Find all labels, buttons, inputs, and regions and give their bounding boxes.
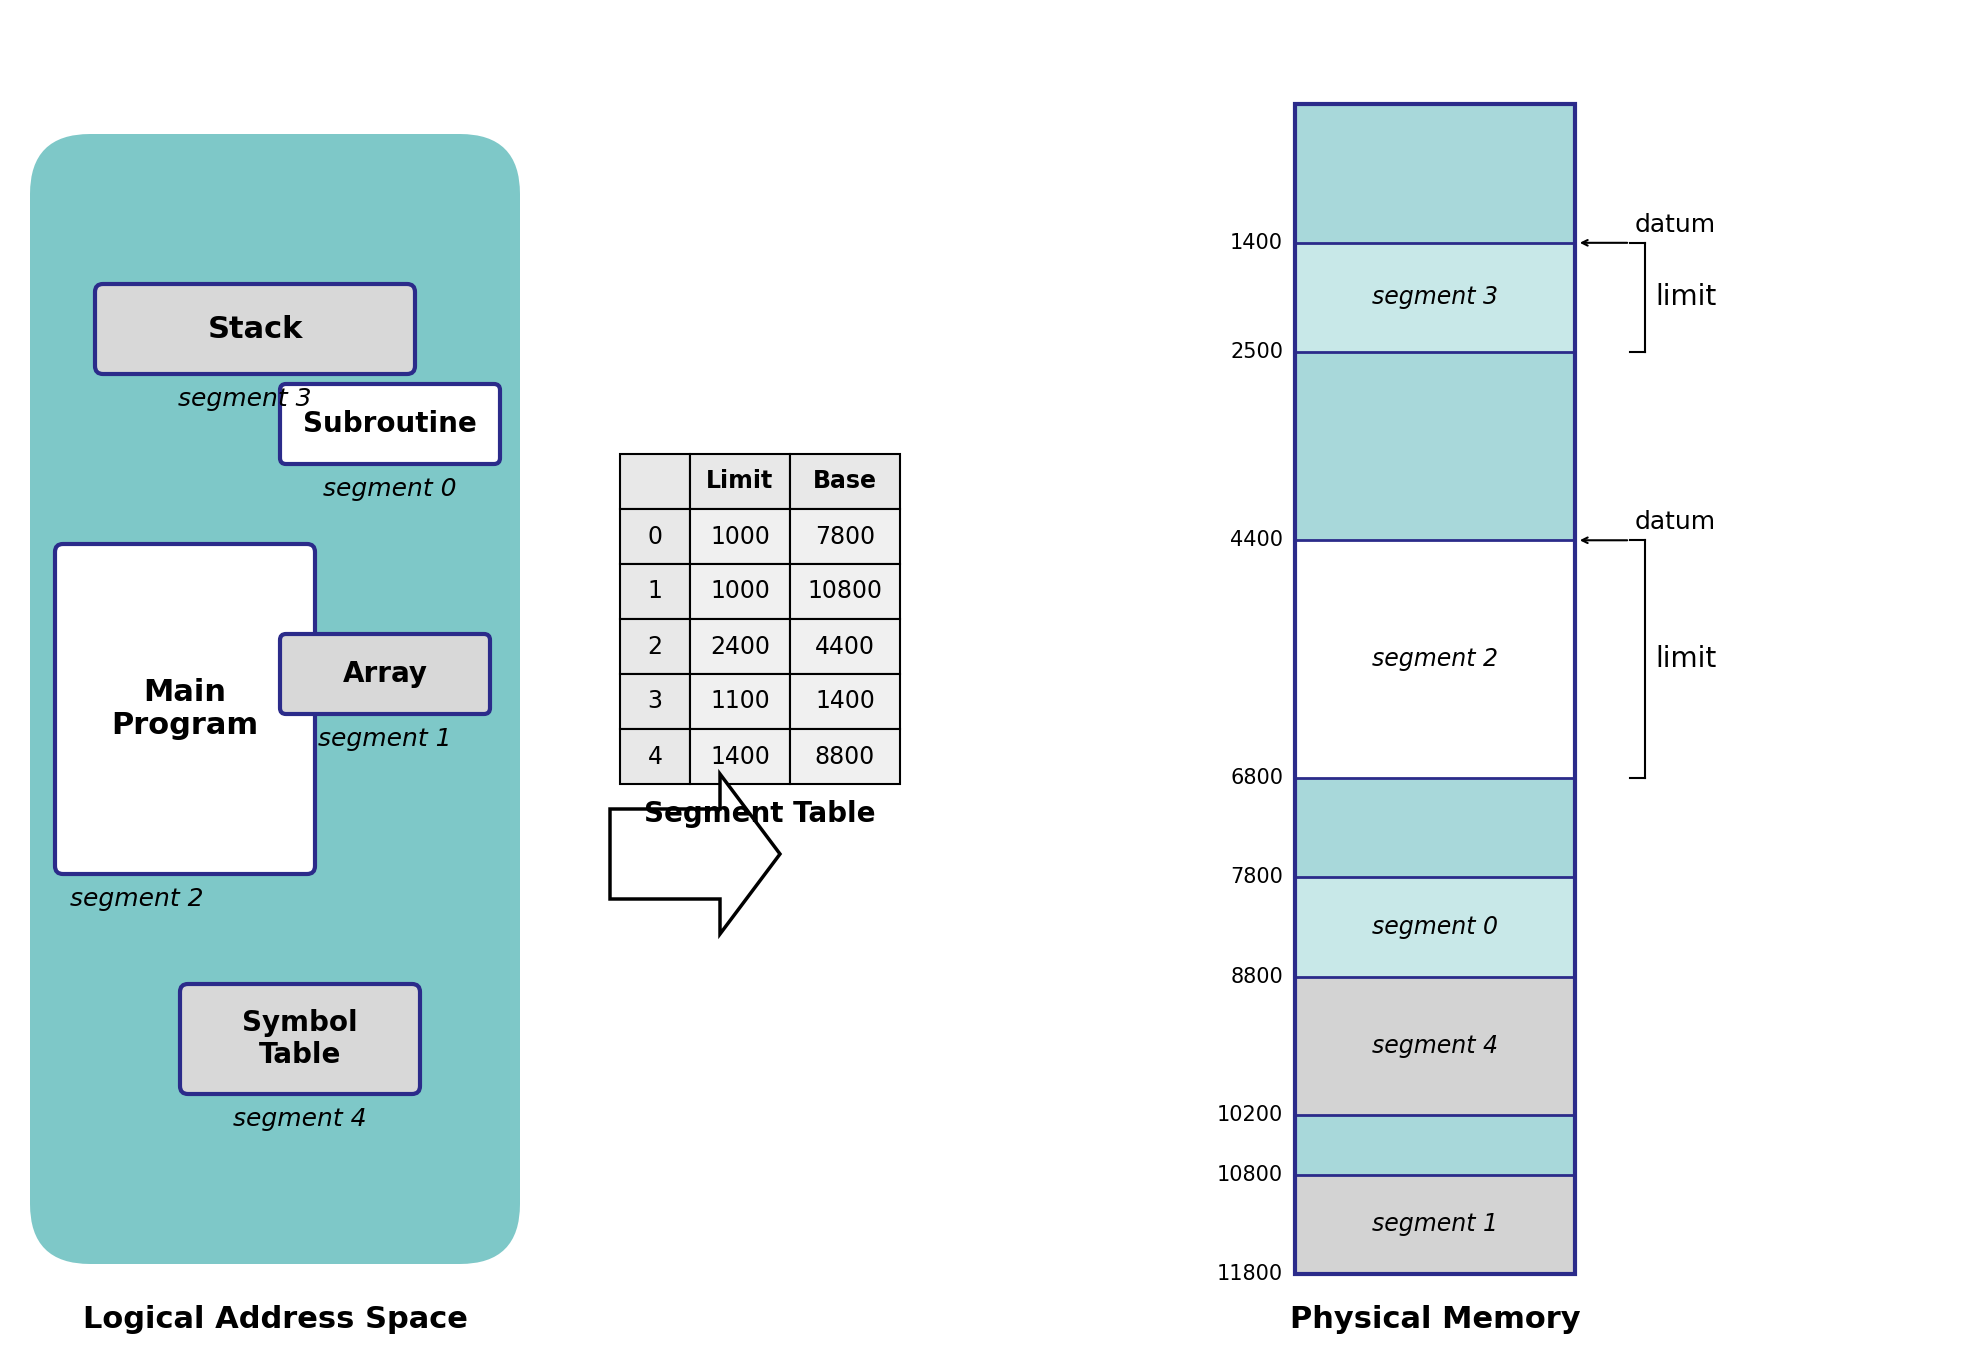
FancyBboxPatch shape [280,634,490,714]
Bar [1296,104,1575,242]
Bar [620,619,689,674]
Text: 1000: 1000 [711,580,770,604]
Bar [620,674,689,728]
Text: 1400: 1400 [1231,233,1284,253]
Text: 2500: 2500 [1231,341,1284,362]
Text: 0: 0 [648,524,662,548]
Bar [620,454,689,509]
Text: segment 0: segment 0 [323,477,457,501]
Bar [620,509,689,565]
Text: segment 2: segment 2 [71,887,203,911]
Bar [790,454,900,509]
Text: 11800: 11800 [1217,1265,1284,1284]
Text: Array: Array [343,659,427,688]
Bar [689,509,790,565]
Text: segment 3: segment 3 [1372,286,1498,309]
Bar [790,728,900,784]
Text: Segment Table: Segment Table [644,800,876,829]
FancyBboxPatch shape [179,984,419,1094]
Bar [1296,779,1575,877]
Bar [1296,877,1575,976]
Text: segment 2: segment 2 [1372,647,1498,672]
Text: 1400: 1400 [711,745,770,769]
Text: segment 4: segment 4 [232,1108,366,1131]
Text: 4400: 4400 [815,635,874,658]
Bar [1296,242,1575,352]
Text: 1400: 1400 [815,689,874,714]
Text: Subroutine: Subroutine [303,410,476,437]
Bar [689,728,790,784]
Text: 10800: 10800 [807,580,882,604]
Text: 10800: 10800 [1217,1164,1284,1185]
Text: 1000: 1000 [711,524,770,548]
Text: Symbol
Table: Symbol Table [242,1009,358,1070]
FancyBboxPatch shape [95,284,415,374]
Polygon shape [610,774,780,934]
Bar [1296,104,1575,1274]
Text: 3: 3 [648,689,662,714]
Bar [1296,1116,1575,1175]
Bar [689,619,790,674]
Bar [1296,976,1575,1116]
Text: 7800: 7800 [1231,868,1284,887]
Text: Main
Program: Main Program [112,678,258,741]
Text: limit: limit [1656,646,1717,673]
Text: Physical Memory: Physical Memory [1290,1304,1581,1334]
Text: segment 0: segment 0 [1372,915,1498,938]
Text: 7800: 7800 [815,524,874,548]
Text: segment 1: segment 1 [319,727,451,751]
Bar [790,674,900,728]
Bar [790,509,900,565]
Bar [1296,540,1575,779]
Text: 1: 1 [648,580,662,604]
Text: limit: limit [1656,283,1717,311]
Text: 4400: 4400 [1231,531,1284,550]
Text: 2400: 2400 [711,635,770,658]
Bar [620,728,689,784]
Bar [689,454,790,509]
Text: datum: datum [1634,510,1717,535]
Bar [1296,352,1575,540]
Text: 8800: 8800 [815,745,874,769]
Text: 2: 2 [648,635,662,658]
Text: 1100: 1100 [711,689,770,714]
Bar [620,565,689,619]
FancyBboxPatch shape [30,134,520,1265]
Text: segment 4: segment 4 [1372,1034,1498,1057]
Text: 8800: 8800 [1231,967,1284,987]
Text: segment 1: segment 1 [1372,1212,1498,1236]
Text: 10200: 10200 [1217,1105,1284,1125]
Text: 6800: 6800 [1231,768,1284,788]
Bar [790,619,900,674]
FancyBboxPatch shape [55,544,315,873]
Text: Logical Address Space: Logical Address Space [83,1304,467,1334]
FancyBboxPatch shape [280,385,500,464]
Text: segment 3: segment 3 [179,387,311,412]
Text: datum: datum [1634,213,1717,237]
Text: Limit: Limit [707,470,774,493]
Bar [689,674,790,728]
Text: 4: 4 [648,745,662,769]
Text: Base: Base [813,470,876,493]
Text: Stack: Stack [207,314,303,344]
Bar [689,565,790,619]
Bar [1296,1175,1575,1274]
Bar [790,565,900,619]
